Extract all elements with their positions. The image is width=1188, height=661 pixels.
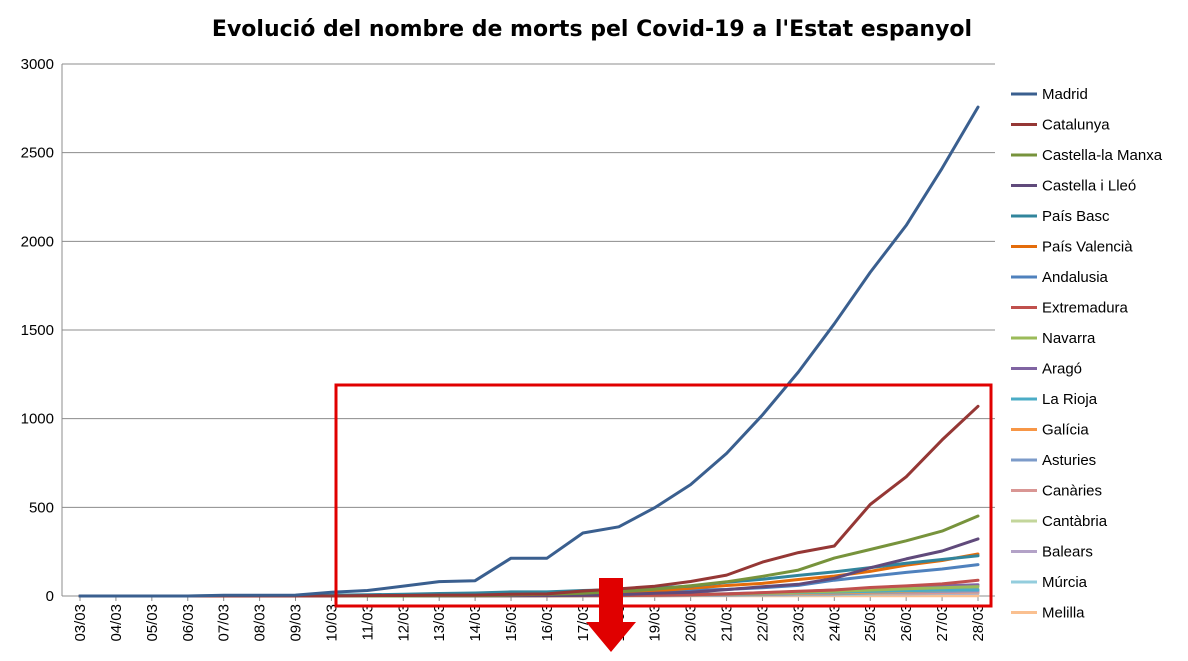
- legend-label: Castella i Lleó: [1042, 178, 1136, 195]
- x-tick-label: 22/03: [754, 604, 771, 642]
- legend-label: Balears: [1042, 544, 1093, 561]
- legend-label: Aragó: [1042, 361, 1082, 378]
- x-tick-label: 03/03: [72, 604, 89, 642]
- x-tick-label: 05/03: [144, 604, 161, 642]
- x-tick-label: 15/03: [503, 604, 520, 642]
- x-tick-label: 24/03: [826, 604, 843, 642]
- legend-label: Madrid: [1042, 86, 1088, 103]
- plot-area: 0 500 1000 1500 2000 2500 3000 03/03 04/03 05/03 0…: [21, 56, 995, 642]
- x-tick-label: 19/03: [647, 604, 664, 642]
- x-tick-label: 08/03: [252, 604, 269, 642]
- legend-label: Múrcia: [1042, 574, 1088, 591]
- y-tick-label: 2500: [21, 145, 54, 162]
- x-tick-label: 16/03: [539, 604, 556, 642]
- legend-label: Melilla: [1042, 605, 1085, 622]
- x-tick-label: 11/03: [359, 604, 376, 640]
- x-tick-label: 07/03: [216, 604, 233, 642]
- legend-label: Extremadura: [1042, 300, 1129, 317]
- series-line-3: [78, 537, 980, 598]
- x-tick-label: 20/03: [683, 604, 700, 642]
- y-tick-label: 3000: [21, 56, 54, 73]
- legend-label: La Rioja: [1042, 391, 1098, 408]
- y-tick-label: 1000: [21, 411, 54, 428]
- highlight-box: [334, 383, 993, 608]
- x-tick-label: 27/03: [934, 604, 951, 642]
- y-tick-label: 1500: [21, 322, 54, 339]
- x-tick-label: 17/03: [575, 604, 592, 642]
- x-tick-label: 28/03: [970, 604, 987, 642]
- x-tick-label: 04/03: [108, 604, 125, 642]
- y-tick-label: 500: [29, 499, 54, 516]
- legend-label: Cantàbria: [1042, 513, 1108, 530]
- x-tick-label: 21/03: [719, 604, 736, 642]
- legend-label: Canàries: [1042, 483, 1102, 500]
- legend-label: Asturies: [1042, 452, 1096, 469]
- x-tick-label: 13/03: [431, 604, 448, 642]
- down-arrow: [586, 578, 636, 652]
- x-tick-label: 09/03: [288, 604, 305, 642]
- legend-label: Andalusia: [1042, 269, 1109, 286]
- series-line-2: [78, 514, 980, 598]
- legend-label: Galícia: [1042, 422, 1089, 439]
- legend-label: País Valencià: [1042, 239, 1133, 256]
- legend-label: Castella-la Manxa: [1042, 147, 1163, 164]
- x-tick-label: 10/03: [323, 604, 340, 642]
- series-line-1: [78, 404, 980, 598]
- y-tick-label: 2000: [21, 233, 54, 250]
- x-tick-label: 14/03: [467, 604, 484, 642]
- x-tick-label: 12/03: [395, 604, 412, 642]
- legend-label: País Basc: [1042, 208, 1110, 225]
- annotation-layer: [334, 383, 993, 652]
- chart-title: Evolució del nombre de morts pel Covid-1…: [212, 17, 972, 42]
- x-tick-label: 26/03: [898, 604, 915, 642]
- x-tick-label: 23/03: [790, 604, 807, 642]
- x-tick-label: 25/03: [862, 604, 879, 642]
- series-line-0: [78, 105, 980, 598]
- legend-label: Navarra: [1042, 330, 1096, 347]
- legend: Madrid Catalunya Castella-la Manxa Castella…: [1011, 86, 1163, 622]
- legend-label: Catalunya: [1042, 117, 1110, 134]
- x-tick-label: 06/03: [180, 604, 197, 642]
- y-tick-label: 0: [46, 588, 54, 605]
